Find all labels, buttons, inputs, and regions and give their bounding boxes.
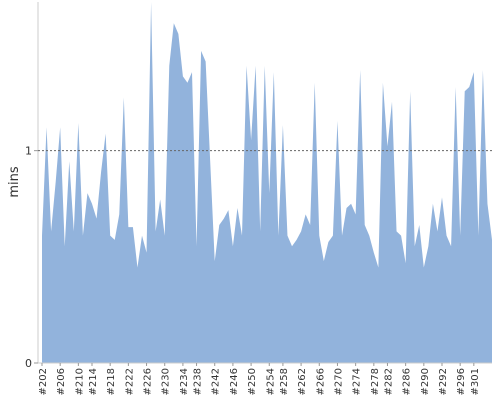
x-tick-label: #226	[143, 368, 154, 395]
x-tick-label: #250	[247, 368, 258, 395]
y-axis-label: mins	[7, 166, 22, 198]
x-tick-label: #296	[456, 368, 467, 395]
x-tick-label: #262	[297, 368, 308, 395]
y-tick-label: 0	[25, 357, 32, 370]
x-tick-label: #278	[370, 368, 381, 395]
x-tick-label: #286	[402, 368, 413, 395]
x-tick-label: #292	[438, 368, 449, 395]
x-tick-label: #270	[333, 368, 344, 395]
x-tick-label: #214	[88, 368, 99, 395]
x-tick-label: #206	[56, 368, 67, 395]
x-tick-label: #246	[229, 368, 240, 395]
x-tick-label: #282	[383, 368, 394, 395]
x-tick-label: #234	[179, 368, 190, 395]
x-tick-label: #210	[74, 368, 85, 395]
x-tick-label: #274	[352, 368, 363, 395]
x-tick-label: #290	[420, 368, 431, 395]
x-tick-label: #202	[38, 368, 49, 395]
x-tick-label: #258	[279, 368, 290, 395]
x-tick-label: #238	[193, 368, 204, 395]
x-tick-label: #242	[211, 368, 222, 395]
x-tick-label: #301	[470, 368, 481, 395]
area	[42, 2, 492, 363]
x-tick-label: #266	[315, 368, 326, 395]
y-tick-label: 1	[25, 145, 32, 158]
x-tick-label: #218	[106, 368, 117, 395]
x-tick-label: #222	[124, 368, 135, 395]
x-tick-label: #254	[265, 368, 276, 395]
x-tick-label: #230	[161, 368, 172, 395]
